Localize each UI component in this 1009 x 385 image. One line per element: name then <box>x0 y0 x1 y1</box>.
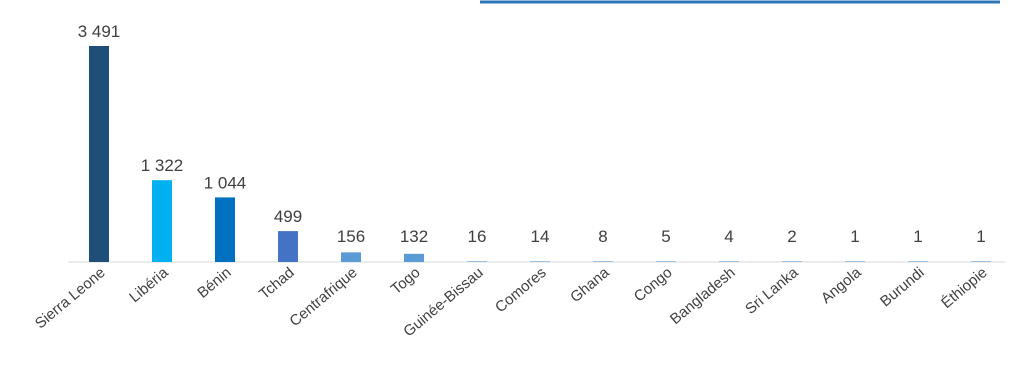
bar-7 <box>530 261 550 262</box>
value-label-11: 2 <box>787 227 796 246</box>
bar-11 <box>782 261 802 262</box>
bar-14 <box>971 261 991 262</box>
category-label-3: Tchad <box>256 264 298 303</box>
value-labels-group: 3 491 1 322 1 044 499 156 132 16 14 8 5 4 2 1 1 1 <box>78 22 986 246</box>
value-label-7: 14 <box>531 227 550 246</box>
value-label-13: 1 <box>913 227 922 246</box>
value-label-1: 1 322 <box>141 156 184 175</box>
category-label-7: Comores <box>492 264 550 316</box>
category-label-1: Libéria <box>126 264 172 306</box>
category-label-8: Ghana <box>567 264 613 306</box>
bar-10 <box>719 261 739 262</box>
bar-9 <box>656 261 676 262</box>
bar-6 <box>467 261 487 262</box>
category-label-14: Éthiopie <box>938 264 990 312</box>
category-label-9: Congo <box>631 264 676 305</box>
bars-group <box>89 46 991 262</box>
category-labels-group: Sierra Leone Libéria Bénin TchadCentrafriqu… <box>32 264 991 341</box>
bar-0 <box>89 46 109 262</box>
value-label-2: 1 044 <box>204 173 247 192</box>
category-label-0: Sierra Leone <box>32 264 109 332</box>
category-label-10: Bangladesh <box>667 264 739 328</box>
category-label-11: Sri Lanka <box>742 264 802 318</box>
value-label-6: 16 <box>468 227 487 246</box>
value-label-8: 8 <box>598 227 607 246</box>
value-label-12: 1 <box>850 227 859 246</box>
category-label-12: Angola <box>818 264 865 307</box>
value-label-3: 499 <box>274 207 302 226</box>
category-label-4: Centrafrique <box>286 264 360 330</box>
value-label-14: 1 <box>976 227 985 246</box>
value-label-5: 132 <box>400 227 428 246</box>
category-label-2: Bénin <box>194 264 234 302</box>
value-label-9: 5 <box>661 227 670 246</box>
bar-3 <box>278 231 298 262</box>
bar-12 <box>845 261 865 262</box>
bar-1 <box>152 180 172 262</box>
bar-13 <box>908 261 928 262</box>
value-label-10: 4 <box>724 227 733 246</box>
category-label-5: Togo <box>388 264 424 298</box>
value-label-0: 3 491 <box>78 22 121 41</box>
bar-8 <box>593 261 613 262</box>
category-label-13: Burundi <box>877 264 928 310</box>
bar-4 <box>341 252 361 262</box>
value-label-4: 156 <box>337 227 365 246</box>
bar-5 <box>404 253 424 262</box>
bar-2 <box>215 197 235 262</box>
